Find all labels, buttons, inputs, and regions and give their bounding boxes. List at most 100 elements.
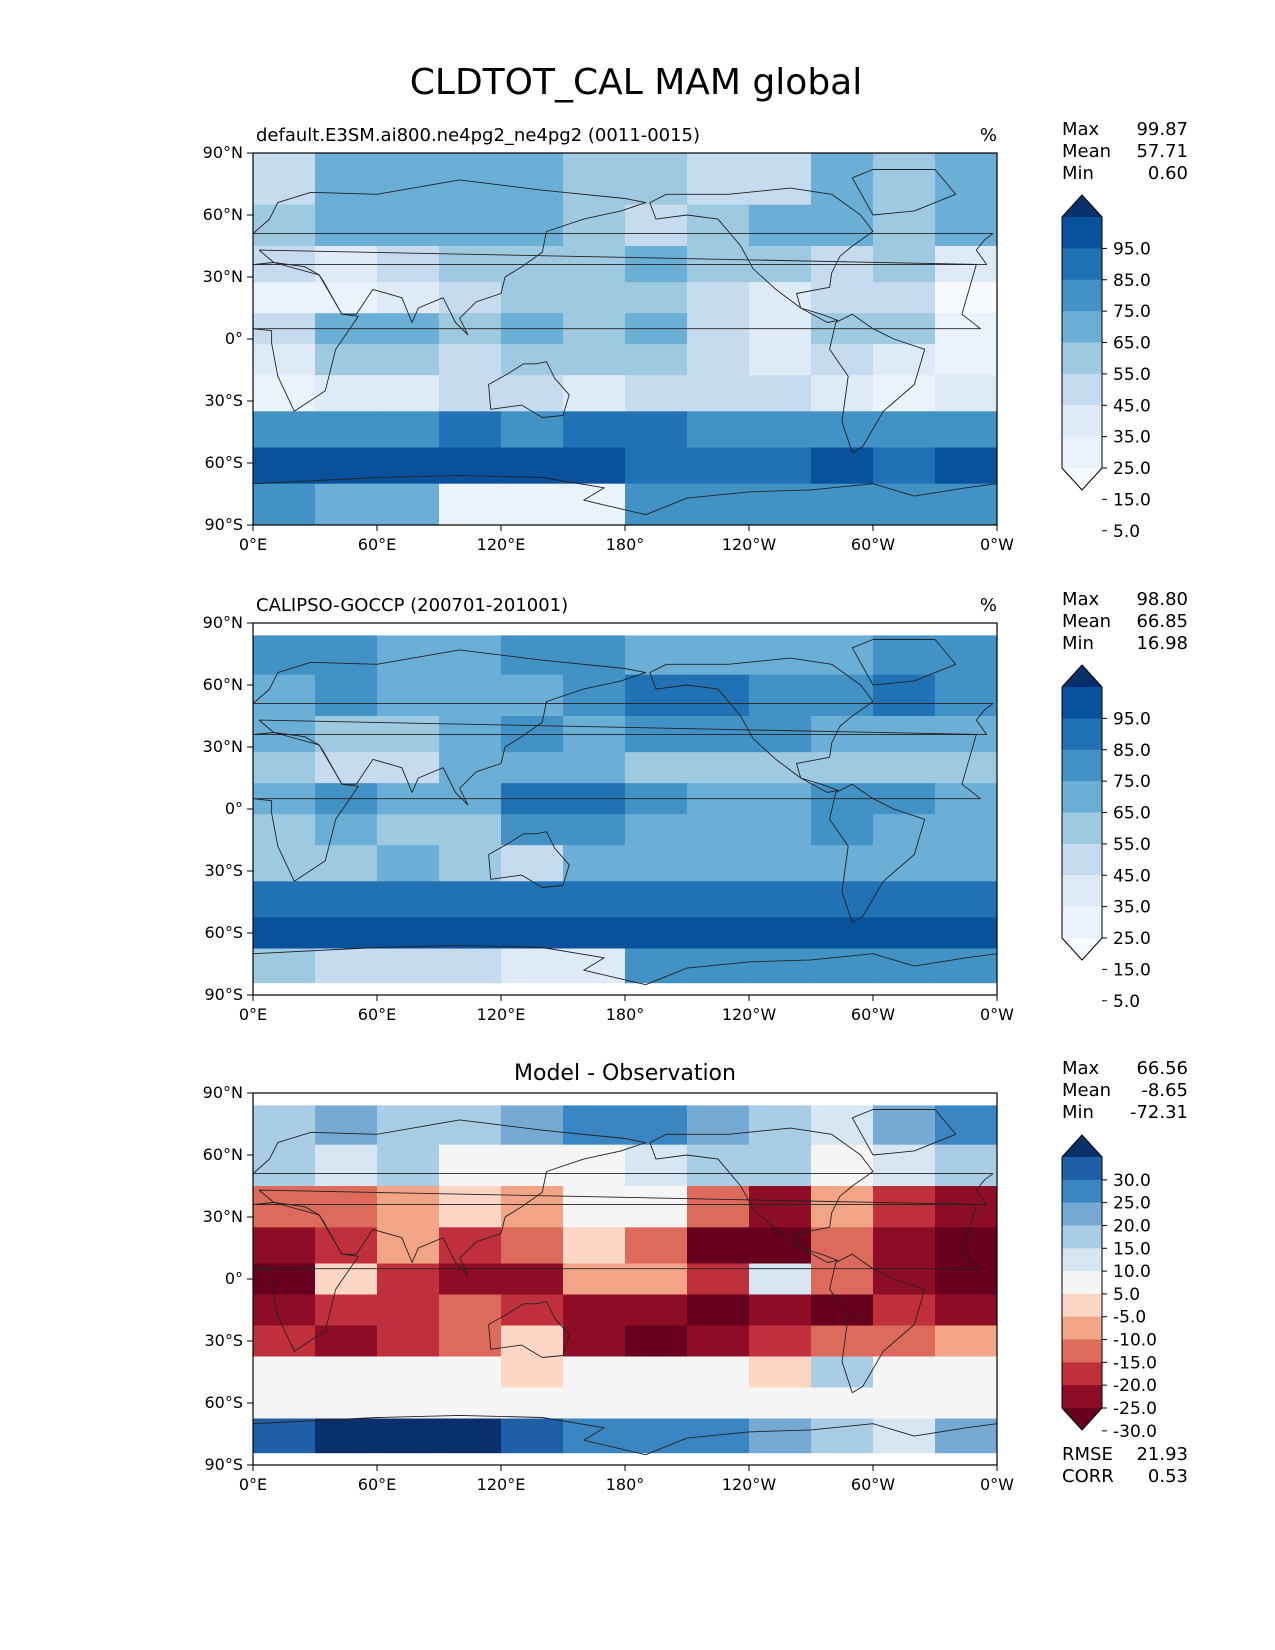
field-cell [253, 845, 316, 882]
field-cell [315, 282, 378, 314]
field-cell [625, 153, 688, 206]
stats-block: Max 99.87 Mean 57.71 Min 0.60 [1062, 119, 1188, 184]
field-cell [439, 1325, 502, 1358]
field-cell [935, 447, 997, 485]
x-tick-label: 120°W [722, 1475, 777, 1494]
field-cell [935, 1144, 997, 1187]
coastlines [253, 1109, 997, 1456]
colorbar-tick-label: -5.0 [1113, 1308, 1146, 1328]
field-cell [625, 948, 688, 984]
field-cell [687, 881, 750, 919]
field-cell [687, 1294, 750, 1327]
y-tick-label: 60°S [204, 453, 243, 472]
field-cell [501, 411, 564, 449]
field-cell [935, 375, 997, 412]
field-cell [253, 447, 316, 485]
field-cell [501, 1263, 564, 1296]
colorbar-segment [1062, 217, 1102, 249]
field-cell [873, 447, 936, 485]
field-cell [377, 1356, 440, 1389]
field-cell [625, 1186, 688, 1228]
field-cell [501, 1356, 564, 1389]
x-tick-label: 180° [606, 535, 645, 554]
field-cell [563, 282, 626, 314]
field-cell [625, 1294, 688, 1327]
field-cell [501, 447, 564, 485]
field-cell [873, 881, 936, 919]
x-tick-label: 180° [606, 1005, 645, 1024]
field-cell [563, 1294, 626, 1327]
field-cell [811, 1418, 874, 1454]
field-cell [377, 814, 440, 846]
field-cell [377, 881, 440, 919]
field-cell [439, 282, 502, 314]
field-cell [315, 1356, 378, 1389]
field-cell [935, 814, 997, 846]
field-cell [935, 1387, 997, 1420]
field-cell [811, 344, 874, 376]
field-cell [315, 1263, 378, 1296]
field-cell [501, 674, 564, 717]
colorbar-tick-label: 75.0 [1113, 302, 1151, 322]
field-cell [563, 917, 626, 950]
colorbar-tick-label: 15.0 [1113, 1239, 1151, 1259]
x-axis: 0°E 60°E 120°E 180° 120°W 60°W 0°W [239, 1465, 1014, 1494]
field-cell [439, 447, 502, 485]
field-cell [253, 344, 316, 376]
field-cell [935, 153, 997, 206]
stat-value: 57.71 [1136, 141, 1188, 162]
colorbar-tick-label: 5.0 [1113, 522, 1140, 542]
field-cell [749, 1387, 812, 1420]
field-cell [811, 483, 874, 525]
field-cell [439, 1418, 502, 1454]
field-cell [253, 204, 316, 247]
field-cell [563, 814, 626, 846]
field-cell [377, 282, 440, 314]
field-cell [563, 1263, 626, 1296]
field-cell [935, 881, 997, 919]
field-cell [439, 1356, 502, 1389]
field-cell [625, 1263, 688, 1296]
colorbar-tick-label: 65.0 [1113, 804, 1151, 824]
coastline [829, 313, 926, 454]
field-cell [377, 375, 440, 412]
y-tick-label: 90°S [204, 1455, 243, 1474]
field-cell [315, 483, 378, 525]
field-cell [749, 1227, 812, 1265]
y-tick-label: 60°N [203, 1145, 243, 1164]
x-tick-label: 60°E [358, 1005, 396, 1024]
field-cell [811, 1325, 874, 1358]
colorbar-tick-label: 45.0 [1113, 866, 1151, 886]
colorbar-segment [1062, 843, 1102, 876]
field-cell [749, 917, 812, 950]
figure-title: CLDTOT_CAL MAM global [410, 62, 862, 103]
field-cell [749, 814, 812, 846]
field-cell [625, 1387, 688, 1420]
field-cell [315, 375, 378, 412]
stat-value: 66.56 [1136, 1058, 1188, 1079]
colorbar-segment [1062, 248, 1102, 281]
field-cell [873, 752, 936, 784]
field-cell [873, 1356, 936, 1389]
field-cell [501, 1186, 564, 1228]
field-cell [873, 1387, 936, 1420]
coastlines [253, 639, 997, 986]
field-cell [439, 814, 502, 846]
field-cell [687, 1356, 750, 1389]
stat-value: 0.60 [1148, 163, 1188, 184]
field-cell [873, 282, 936, 314]
field-cell [377, 483, 440, 525]
field-cell [873, 917, 936, 950]
colorbar-segment [1062, 1362, 1102, 1386]
colorbar-tick-label: 5.0 [1113, 1285, 1140, 1305]
colorbar-extend-max [1062, 1135, 1102, 1157]
panel-title: default.E3SM.ai800.ne4pg2_ne4pg2 (0011-0… [256, 125, 700, 146]
colorbar-tick-label: 85.0 [1113, 741, 1151, 761]
x-tick-label: 0°E [239, 1475, 267, 1494]
field-cell [501, 153, 564, 206]
colorbar-segment [1062, 311, 1102, 344]
field-cell [873, 153, 936, 206]
colorbar-tick-label: -15.0 [1113, 1353, 1157, 1373]
skill-scores: RMSE 21.93 CORR 0.53 [1062, 1444, 1188, 1487]
field-cell [749, 344, 812, 376]
